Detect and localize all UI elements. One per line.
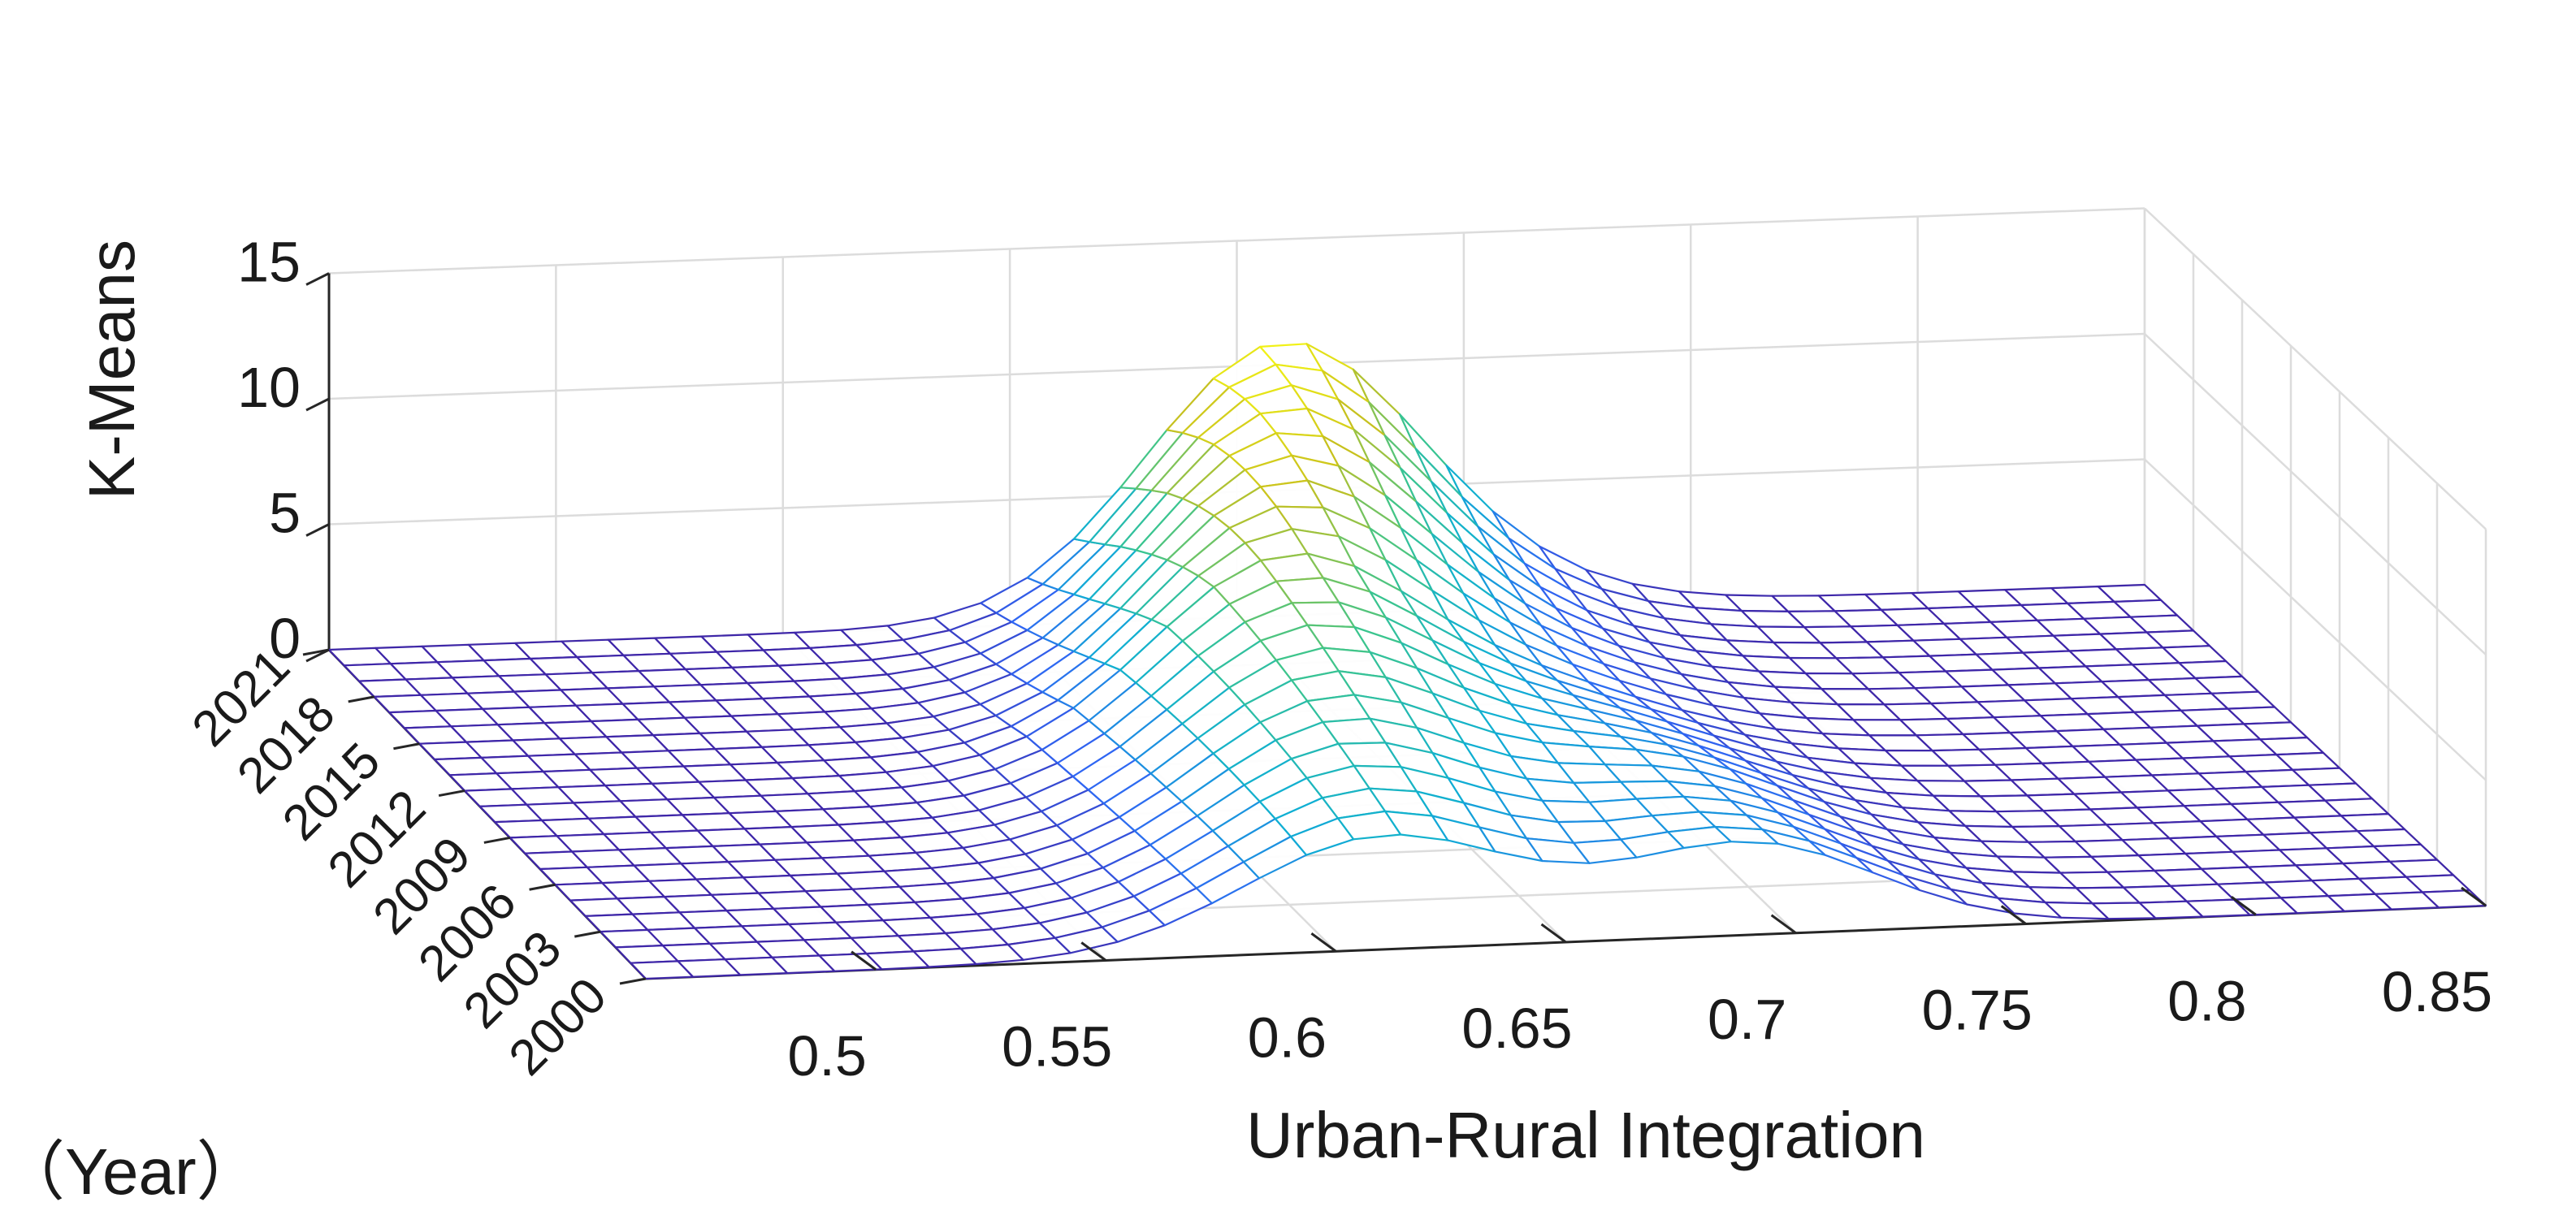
y-axis-label: （Year） [0,1135,262,1208]
x-tick-mark [851,950,877,971]
side-wall-gridline [2144,458,2487,781]
y-tick-mark [393,742,420,750]
x-tick-mark [1540,923,1567,944]
x-tick-label: 0.7 [1708,988,1786,1051]
z-tick-label: 0 [269,607,301,670]
x-tick-label: 0.85 [2382,960,2492,1023]
x-tick-label: 0.6 [1248,1006,1327,1069]
y-tick-mark [483,836,511,844]
z-tick-label: 10 [237,356,301,419]
z-tick-mark [305,397,330,412]
x-tick-label: 0.8 [2167,969,2246,1032]
y-tick-mark [574,930,601,938]
y-tick-mark [348,695,374,703]
x-tick-label: 0.55 [1002,1015,1112,1079]
y-tick-mark [302,648,330,656]
x-tick-label: 0.65 [1461,997,1572,1060]
z-tick-mark [305,272,330,286]
side-wall-gridline [2144,333,2487,655]
x-tick-mark [2461,886,2487,907]
x-tick-mark [1770,914,1797,934]
density-surface [327,343,2487,980]
side-wall-gridline [2144,207,2487,530]
z-tick-label: 15 [237,231,301,294]
x-tick-label: 0.75 [1922,979,2033,1042]
x-tick-mark [2000,905,2027,925]
x-tick-mark [2230,896,2257,916]
y-tick-mark [529,883,556,891]
x-tick-mark [1080,941,1107,962]
x-axis-label: Urban-Rural Integration [1246,1099,1925,1171]
x-tick-label: 0.5 [787,1024,866,1088]
x-tick-mark [1310,932,1337,953]
z-axis-label: K-Means [76,240,148,500]
z-tick-label: 5 [269,482,301,545]
z-tick-mark [305,523,330,537]
y-tick-mark [619,977,647,985]
back-wall-gridline [328,207,2145,275]
y-tick-mark [438,789,465,798]
